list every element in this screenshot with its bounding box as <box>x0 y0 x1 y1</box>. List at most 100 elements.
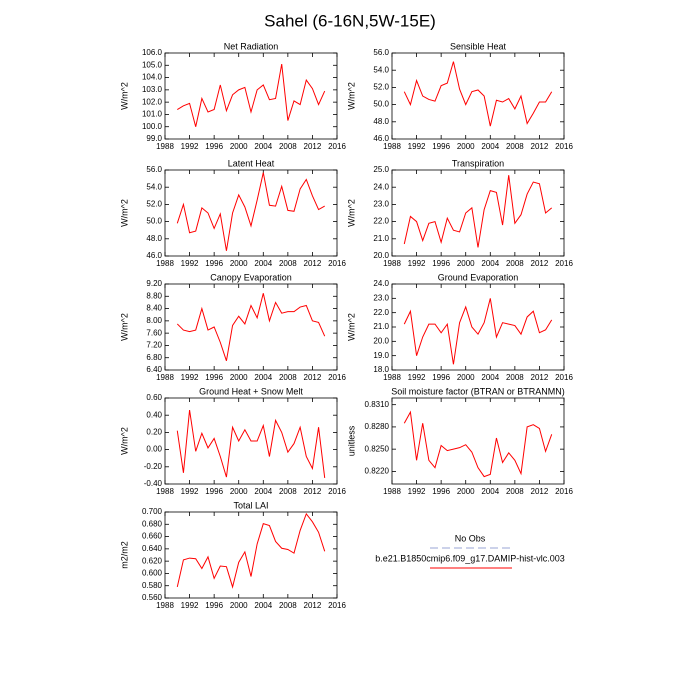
data-line <box>403 298 553 365</box>
y-axis-label: W/m^2 <box>119 427 129 455</box>
x-tick-label: 2000 <box>457 142 475 151</box>
y-tick-label: 0.560 <box>142 593 163 602</box>
plot-frame <box>391 169 565 257</box>
y-axis-label: W/m^2 <box>119 313 129 341</box>
panel-title: Soil moisture factor (BTRAN or BTRANMN) <box>391 386 565 396</box>
x-tick-label: 1988 <box>156 142 174 151</box>
x-tick-label: 1996 <box>205 487 223 496</box>
panel-title: Sensible Heat <box>450 41 507 51</box>
x-tick-label: 2000 <box>230 373 248 382</box>
y-tick-label: 48.0 <box>146 234 162 243</box>
y-tick-label: 50.0 <box>146 217 162 226</box>
plot-frame <box>164 52 338 140</box>
plot-frame <box>391 283 565 371</box>
y-tick-label: 46.0 <box>146 251 162 260</box>
y-tick-label: 9.20 <box>146 279 162 288</box>
y-tick-label: 104.0 <box>142 73 163 82</box>
x-tick-label: 1992 <box>181 142 199 151</box>
y-tick-label: 0.620 <box>142 556 163 565</box>
x-tick-label: 1992 <box>408 373 426 382</box>
y-axis-label: W/m^2 <box>346 313 356 341</box>
y-tick-label: 6.80 <box>146 353 162 362</box>
x-tick-label: 2004 <box>481 259 499 268</box>
y-tick-label: 0.700 <box>142 507 163 516</box>
y-tick-label: 100.0 <box>142 122 163 131</box>
x-tick-label: 2016 <box>328 601 346 610</box>
y-tick-label: 0.8250 <box>365 444 390 453</box>
x-tick-label: 1992 <box>408 142 426 151</box>
x-tick-label: 2000 <box>230 259 248 268</box>
panel-title: Total LAI <box>233 500 268 510</box>
panel-title: Latent Heat <box>228 158 275 168</box>
y-tick-label: 102.0 <box>142 97 163 106</box>
y-tick-label: 50.0 <box>373 100 389 109</box>
x-tick-label: 1988 <box>156 259 174 268</box>
x-tick-label: 2008 <box>506 259 524 268</box>
y-tick-label: 54.0 <box>373 65 389 74</box>
y-tick-label: 0.40 <box>146 410 162 419</box>
x-tick-label: 1988 <box>383 487 401 496</box>
x-tick-label: 1992 <box>408 487 426 496</box>
y-tick-label: 103.0 <box>142 85 163 94</box>
y-tick-label: 0.8310 <box>365 400 390 409</box>
y-tick-label: -0.40 <box>144 479 163 488</box>
plot-frame <box>391 52 565 140</box>
x-tick-label: 2004 <box>254 601 272 610</box>
y-tick-label: 99.0 <box>146 134 162 143</box>
y-tick-label: 0.660 <box>142 532 163 541</box>
data-line <box>177 63 326 127</box>
x-tick-label: 2016 <box>555 487 573 496</box>
x-tick-label: 1992 <box>181 259 199 268</box>
plot-frame <box>164 397 338 485</box>
x-tick-label: 1996 <box>432 373 450 382</box>
y-tick-label: 106.0 <box>142 48 163 57</box>
x-tick-label: 2016 <box>328 487 346 496</box>
x-tick-label: 2004 <box>481 142 499 151</box>
x-tick-label: 1988 <box>156 487 174 496</box>
x-tick-label: 1988 <box>156 373 174 382</box>
plot-frame <box>391 397 565 485</box>
x-tick-label: 1992 <box>181 373 199 382</box>
y-axis-label: W/m^2 <box>346 199 356 227</box>
y-tick-label: -0.20 <box>144 462 163 471</box>
y-tick-label: 21.0 <box>373 234 389 243</box>
y-tick-label: 46.0 <box>373 134 389 143</box>
y-tick-label: 8.00 <box>146 316 162 325</box>
y-tick-label: 0.600 <box>142 569 163 578</box>
x-tick-label: 1988 <box>156 601 174 610</box>
panel-title: Net Radiation <box>224 41 279 51</box>
plot-frame <box>164 169 338 257</box>
plot-frame <box>164 511 338 599</box>
x-tick-label: 2004 <box>481 487 499 496</box>
y-tick-label: 18.0 <box>373 365 389 374</box>
y-tick-label: 52.0 <box>373 83 389 92</box>
x-tick-label: 1996 <box>432 259 450 268</box>
x-tick-label: 2008 <box>279 487 297 496</box>
legend-label: No Obs <box>455 533 486 543</box>
x-tick-label: 2012 <box>531 373 549 382</box>
x-tick-label: 2008 <box>506 142 524 151</box>
y-tick-label: 23.0 <box>373 293 389 302</box>
x-tick-label: 2000 <box>230 142 248 151</box>
data-line <box>403 410 553 478</box>
y-tick-label: 56.0 <box>146 165 162 174</box>
x-tick-label: 2016 <box>555 259 573 268</box>
x-tick-label: 2004 <box>481 373 499 382</box>
x-tick-label: 2012 <box>304 373 322 382</box>
panel-title: Ground Evaporation <box>438 272 519 282</box>
x-tick-label: 2016 <box>555 142 573 151</box>
legend-label: b.e21.B1850cmip6.f09_g17.DAMIP-hist-vlc.… <box>375 553 565 563</box>
x-tick-label: 2004 <box>254 259 272 268</box>
x-tick-label: 1988 <box>383 259 401 268</box>
data-line <box>403 61 553 127</box>
data-line <box>176 409 326 479</box>
y-tick-label: 20.0 <box>373 336 389 345</box>
x-tick-label: 1996 <box>205 259 223 268</box>
x-tick-label: 2000 <box>230 487 248 496</box>
y-tick-label: 0.580 <box>142 581 163 590</box>
y-tick-label: 0.680 <box>142 519 163 528</box>
plot-frame <box>164 283 338 371</box>
y-tick-label: 0.8220 <box>365 467 390 476</box>
x-tick-label: 2016 <box>328 259 346 268</box>
panel-title: Canopy Evaporation <box>210 272 292 282</box>
